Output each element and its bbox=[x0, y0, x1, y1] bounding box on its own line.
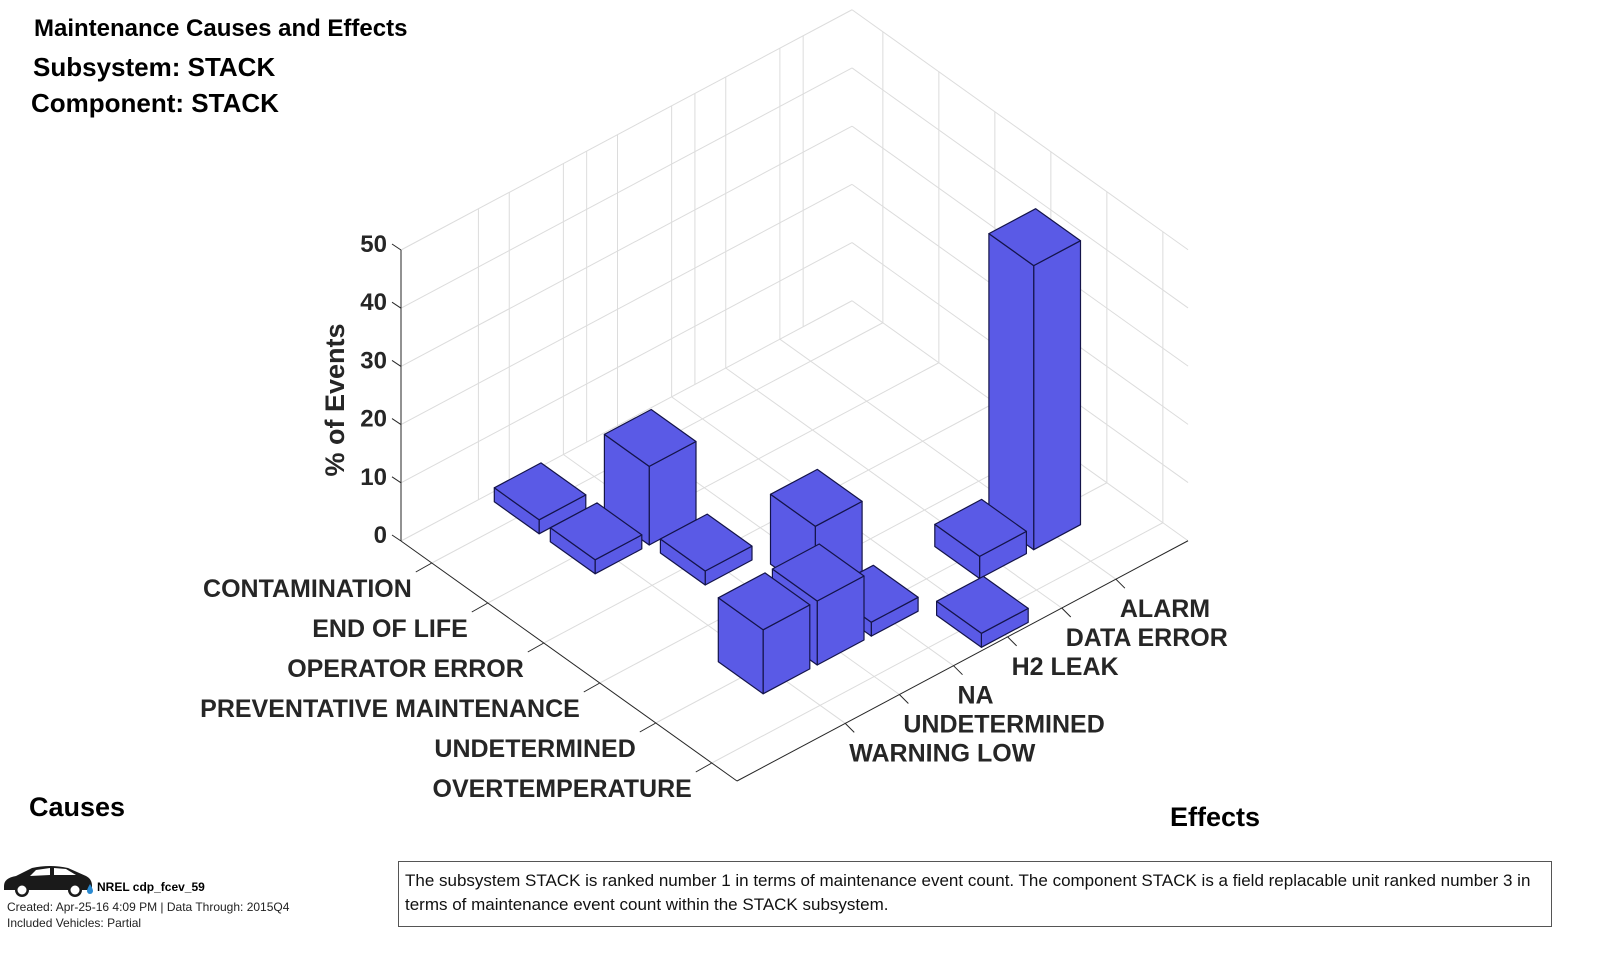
bar-top bbox=[771, 543, 865, 602]
cause-tick bbox=[471, 602, 489, 613]
grid-line bbox=[711, 522, 1164, 764]
z-tick-label: 30 bbox=[360, 347, 387, 374]
cause-tick-label: UNDETERMINED bbox=[434, 735, 635, 763]
effect-tick bbox=[1007, 636, 1017, 647]
description-box: The subsystem STACK is ranked number 1 i… bbox=[398, 861, 1552, 927]
grid-line bbox=[543, 402, 996, 644]
grid-line bbox=[400, 125, 853, 367]
effect-tick bbox=[1061, 607, 1072, 618]
cause-axis-line bbox=[400, 540, 738, 782]
effect-tick bbox=[1115, 578, 1126, 589]
z-tick-label: 40 bbox=[360, 289, 387, 316]
z-tick-label: 50 bbox=[360, 231, 387, 258]
bar-top bbox=[934, 498, 1028, 558]
grid-line bbox=[851, 9, 1189, 251]
z-tick bbox=[391, 243, 402, 251]
cause-tick-label: CONTAMINATION bbox=[203, 575, 412, 603]
subsystem-label: Subsystem: STACK bbox=[33, 52, 276, 82]
bar-top bbox=[717, 572, 811, 631]
bar-top bbox=[493, 462, 587, 521]
z-tick-label: 0 bbox=[374, 522, 387, 549]
effect-tick-label: UNDETERMINED bbox=[903, 711, 1104, 739]
grid-line bbox=[400, 183, 853, 426]
cause-tick-label: OVERTEMPERATURE bbox=[433, 775, 692, 803]
causes-axis-title: Causes bbox=[29, 792, 126, 822]
effect-tick-label: H2 LEAK bbox=[1012, 653, 1119, 681]
created-info: Created: Apr-25-16 4:09 PM | Data Throug… bbox=[7, 900, 290, 914]
cause-tick bbox=[639, 722, 657, 733]
tick-labels: 0 10 20 30 40 50 % of Events CONTAMINATION END O… bbox=[200, 231, 1228, 803]
bar-face bbox=[1033, 240, 1082, 551]
z-tick-label: 10 bbox=[360, 464, 387, 491]
cause-tick bbox=[415, 562, 433, 573]
effect-tick bbox=[844, 722, 855, 733]
effect-tick bbox=[953, 665, 963, 676]
cause-tick bbox=[695, 762, 713, 773]
bars bbox=[493, 208, 1082, 695]
cause-tick-label: OPERATOR ERROR bbox=[287, 655, 524, 683]
cause-tick bbox=[583, 682, 601, 693]
cause-tick-label: PREVENTATIVE MAINTENANCE bbox=[200, 695, 580, 723]
effect-tick-label: ALARM bbox=[1120, 595, 1210, 623]
grid-line bbox=[400, 242, 853, 484]
bar bbox=[934, 498, 1028, 580]
z-tick bbox=[391, 359, 402, 367]
grid-line bbox=[779, 338, 1117, 580]
effect-tick-label: WARNING LOW bbox=[849, 739, 1035, 767]
effect-tick-label: NA bbox=[958, 682, 994, 710]
bar-top bbox=[988, 208, 1082, 267]
grid-line bbox=[851, 67, 1189, 309]
bar bbox=[935, 575, 1029, 648]
bar bbox=[659, 513, 753, 586]
effect-axis-line bbox=[736, 540, 1189, 782]
effect-tick bbox=[899, 694, 909, 704]
z-tick bbox=[391, 534, 402, 542]
z-axis-label: % of Events bbox=[320, 323, 350, 476]
effects-axis-title: Effects bbox=[1170, 802, 1261, 832]
axes bbox=[391, 243, 1189, 782]
bar-top bbox=[935, 575, 1029, 634]
bar-top bbox=[603, 408, 697, 467]
bar bbox=[493, 462, 587, 535]
component-label: Component: STACK bbox=[31, 88, 279, 118]
bar3d-chart: 0 10 20 30 40 50 % of Events CONTAMINATION END O… bbox=[200, 9, 1228, 803]
included-vehicles: Included Vehicles: Partial bbox=[7, 916, 142, 930]
bar-top bbox=[769, 468, 863, 527]
z-tick bbox=[391, 418, 402, 426]
grid-line bbox=[487, 362, 940, 604]
effect-tick-label: DATA ERROR bbox=[1066, 624, 1228, 652]
bar-top bbox=[659, 513, 753, 572]
grid-line bbox=[400, 300, 853, 542]
grid-line bbox=[400, 9, 853, 251]
grid-line bbox=[725, 367, 1063, 609]
bar-face bbox=[988, 233, 1035, 551]
bar-top bbox=[549, 502, 643, 561]
bar bbox=[549, 502, 643, 575]
car-with-hydrogen-drop-icon bbox=[4, 866, 93, 897]
grid-line bbox=[400, 67, 853, 309]
z-tick-label: 20 bbox=[360, 406, 387, 433]
cause-tick bbox=[527, 642, 545, 653]
cause-tick-label: END OF LIFE bbox=[312, 615, 468, 643]
chart-title: Maintenance Causes and Effects bbox=[34, 15, 408, 42]
bar bbox=[988, 208, 1082, 551]
z-tick bbox=[391, 301, 402, 309]
z-tick bbox=[391, 476, 402, 484]
bar bbox=[717, 572, 811, 695]
dataset-name: NREL cdp_fcev_59 bbox=[97, 880, 205, 894]
